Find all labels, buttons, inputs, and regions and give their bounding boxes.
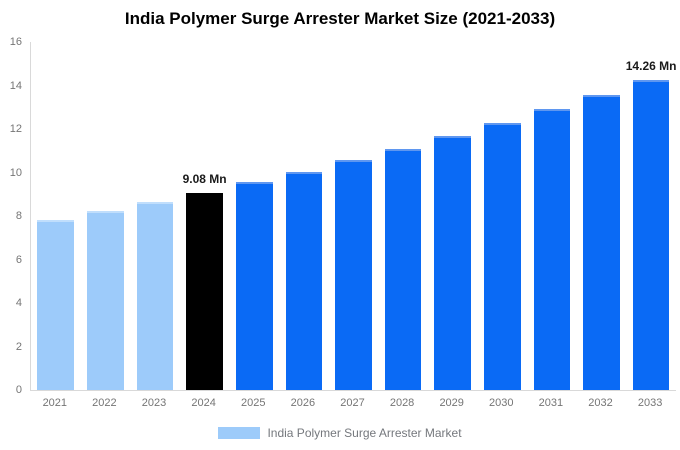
bar-2021[interactable]: [37, 220, 75, 390]
bar-2022[interactable]: [87, 211, 124, 390]
x-label-2026: 2026: [290, 397, 316, 409]
bar-slot: [81, 42, 131, 390]
x-label-2025: 2025: [241, 397, 266, 409]
y-tick-4: 4: [15, 297, 22, 309]
bar-2028[interactable]: [384, 148, 422, 390]
bar-slot: [577, 42, 627, 390]
data-label-2024: 9.08 Mn: [182, 171, 227, 186]
bar-slot: [428, 42, 478, 390]
x-label-2033: 2033: [637, 397, 663, 409]
bar-slot: [329, 42, 379, 390]
bar-slot: [527, 42, 577, 390]
bar-2032[interactable]: [583, 95, 620, 390]
bar-2033[interactable]: 14.26 Mn: [626, 59, 676, 390]
bar-slot: 9.08 Mn: [180, 42, 230, 390]
bar-2024[interactable]: 9.08 Mn: [183, 172, 227, 390]
data-label-2033: 14.26 Mn: [625, 58, 677, 73]
bar-slot: [279, 42, 329, 390]
x-label-2028: 2028: [389, 397, 415, 409]
x-label-2021: 2021: [42, 397, 68, 409]
chart-title: India Polymer Surge Arrester Market Size…: [124, 9, 556, 28]
legend[interactable]: India Polymer Surge Arrester Market: [0, 426, 680, 440]
x-label-2023: 2023: [141, 397, 167, 409]
y-tick-10: 10: [9, 166, 22, 179]
x-label-2022: 2022: [92, 397, 117, 409]
x-label-2024: 2024: [191, 397, 216, 409]
y-tick-14: 14: [9, 79, 22, 92]
bar-2027[interactable]: [335, 160, 372, 390]
legend-label[interactable]: India Polymer Surge Arrester Market: [267, 426, 462, 440]
x-label-2031: 2031: [538, 397, 564, 409]
bar-slot: 14.26 Mn: [626, 42, 676, 390]
bar-slot: [378, 42, 428, 390]
bar-slot: [31, 42, 81, 390]
y-tick-0: 0: [15, 384, 22, 396]
legend-swatch[interactable]: [218, 427, 261, 439]
x-label-2027: 2027: [340, 397, 365, 409]
y-tick-6: 6: [15, 253, 22, 266]
bar-2025[interactable]: [235, 182, 273, 390]
bar-2026[interactable]: [285, 171, 323, 390]
plot-area: 9.08 Mn 14.26 Mn: [30, 42, 676, 391]
x-label-2029: 2029: [439, 397, 464, 409]
x-label-2032: 2032: [588, 397, 613, 409]
x-label-2030: 2030: [489, 397, 514, 409]
y-tick-16: 16: [9, 36, 22, 48]
bar-slot: [130, 42, 180, 390]
bar-2029[interactable]: [434, 136, 472, 390]
y-tick-8: 8: [15, 210, 22, 222]
bars-row: 9.08 Mn 14.26 Mn: [31, 42, 676, 390]
y-tick-12: 12: [9, 123, 22, 135]
x-axis: 2021 2022 2023 2024 2025 2026 2027 2028 2029 2030…: [30, 397, 675, 409]
bar-2031[interactable]: [533, 109, 571, 390]
bar-2030[interactable]: [483, 123, 521, 390]
y-tick-2: 2: [15, 340, 22, 353]
bar-slot: [477, 42, 527, 390]
bar-2023[interactable]: [136, 202, 174, 390]
bar-slot: [229, 42, 279, 390]
